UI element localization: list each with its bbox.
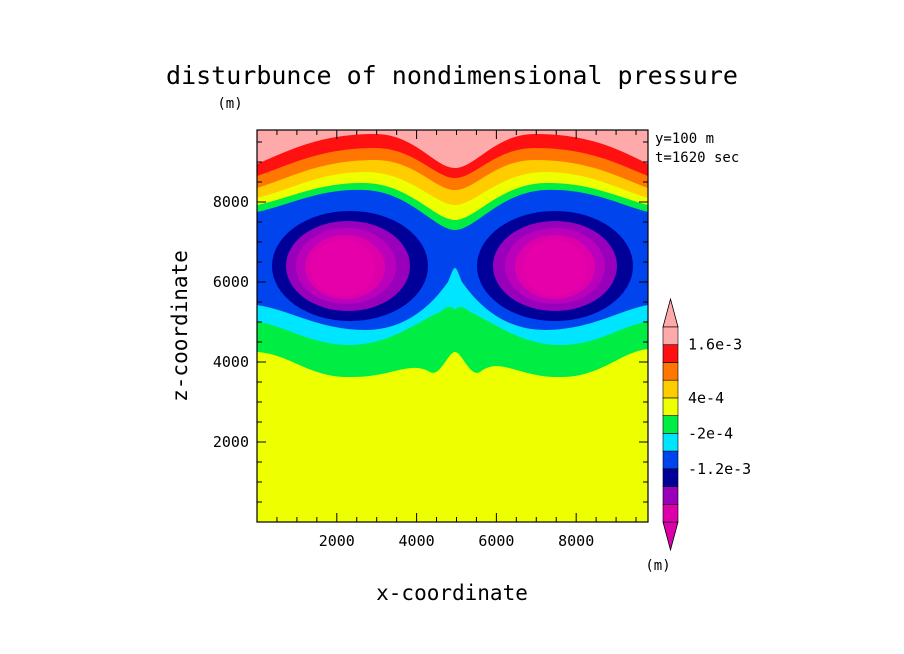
colorbar-label: 4e-4 (688, 389, 724, 407)
colorbar-level (662, 379, 679, 399)
colorbar-level (662, 503, 679, 523)
colorbar-level (662, 415, 679, 434)
y-axis: 2000 4000 6000 8000 (213, 141, 648, 503)
colorbar-label: 1.6e-3 (688, 336, 742, 354)
annotation-time: t=1620 sec (655, 150, 739, 166)
colorbar-level (662, 433, 679, 452)
x-axis-label: x-coordinate (376, 581, 528, 605)
colorbar-level (662, 362, 679, 381)
chart-title: disturbunce of nondimensional pressure (166, 61, 738, 90)
x-axis: 2000 4000 6000 8000 (276, 130, 637, 550)
colorbar-label: -1.2e-3 (688, 460, 751, 478)
vortex-left (272, 211, 428, 321)
colorbar-extend-top (662, 297, 679, 328)
x-tick-label: 2000 (319, 532, 355, 550)
field-band-pink (257, 130, 648, 168)
colorbar-label: -2e-4 (688, 424, 733, 442)
title-units: (m) (217, 96, 242, 112)
y-tick-label: 4000 (213, 353, 249, 371)
y-tick-label: 8000 (213, 193, 249, 211)
colorbar-level (662, 326, 679, 346)
colorbar-units: (m) (645, 558, 670, 574)
annotation-y: y=100 m (655, 131, 714, 147)
y-tick-label: 6000 (213, 273, 249, 291)
x-tick-label: 4000 (399, 532, 435, 550)
y-tick-label: 2000 (213, 433, 249, 451)
y-axis-label: z-coordinate (168, 250, 192, 402)
colorbar-level (662, 397, 679, 416)
colorbar-level (662, 468, 679, 487)
colorbar: -1.2e-3 -2e-4 4e-4 1.6e-3 (662, 297, 751, 552)
colorbar-extend-bottom (662, 521, 679, 552)
colorbar-level (662, 344, 679, 363)
x-tick-label: 6000 (478, 532, 514, 550)
x-tick-label: 8000 (558, 532, 594, 550)
colorbar-level (662, 486, 679, 505)
colorbar-level (662, 450, 679, 470)
contour-field (257, 130, 648, 522)
vortex-right (477, 211, 633, 321)
plot-frame (256, 129, 649, 523)
